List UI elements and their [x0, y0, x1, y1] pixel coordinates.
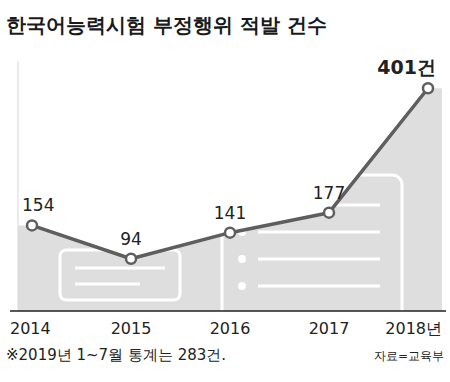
point	[126, 254, 136, 264]
x-tick-label: 2018년	[385, 319, 442, 338]
decoration	[258, 258, 380, 261]
decoration	[258, 204, 380, 207]
decoration	[238, 255, 246, 263]
page: {"chart_data": {"type": "line", "title":…	[0, 0, 450, 382]
decoration	[258, 231, 380, 234]
x-tick-label: 2015	[111, 319, 152, 338]
x-tick-label: 2017	[309, 319, 350, 338]
decoration	[60, 250, 180, 300]
area	[18, 88, 442, 311]
chart-svg: 한국어능력시험 부정행위 적발 건수 154 94 141 177 401건 2014 201…	[0, 0, 450, 382]
point	[27, 220, 37, 230]
title: 한국어능력시험 부정행위 적발 건수	[6, 13, 327, 37]
y-range-line	[18, 61, 19, 311]
decoration	[75, 283, 140, 286]
point	[423, 83, 433, 93]
data-label: 94	[120, 229, 142, 249]
point	[324, 208, 334, 218]
chart-container: 한국어능력시험 부정행위 적발 건수 154 94 141 177 401건 2014 201…	[0, 0, 450, 382]
decoration	[238, 282, 246, 290]
source: 자료=교육부	[374, 349, 444, 363]
data-label: 177	[313, 183, 345, 203]
point	[225, 228, 235, 238]
x-tick-label: 2014	[10, 319, 51, 338]
note: ※2019년 1~7월 통계는 283건.	[6, 346, 226, 364]
decoration	[222, 175, 402, 311]
data-label: 141	[214, 203, 246, 223]
x-tick-label: 2016	[210, 319, 251, 338]
x-axis-line	[10, 310, 446, 312]
plot-marks	[18, 83, 442, 311]
data-label: 154	[22, 195, 54, 215]
decoration	[75, 267, 165, 270]
decoration	[258, 285, 380, 288]
line	[32, 88, 428, 259]
data-label: 401건	[377, 56, 436, 78]
